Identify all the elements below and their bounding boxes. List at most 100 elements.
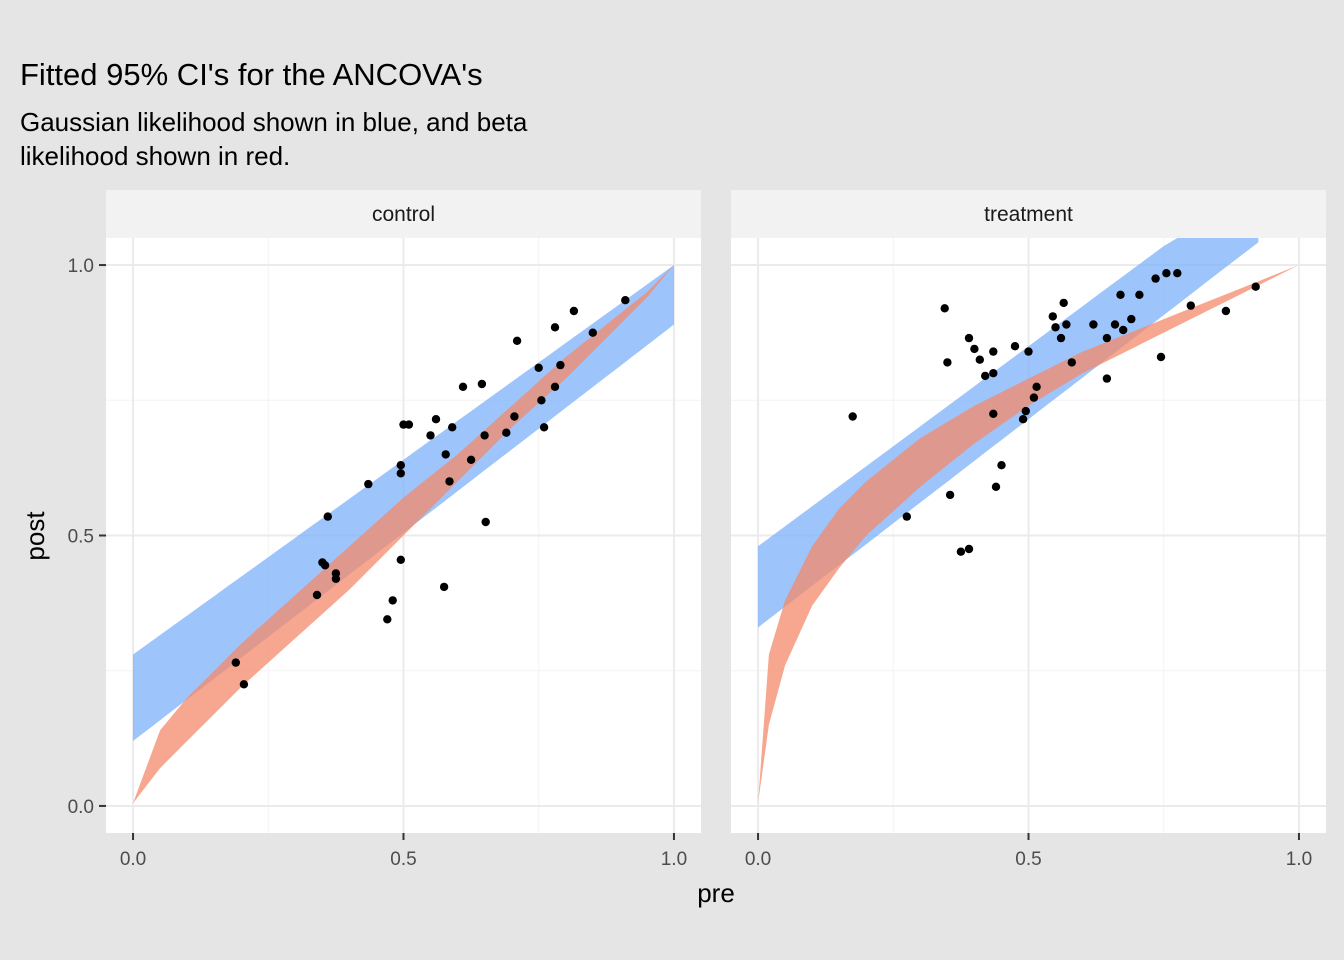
facet-treatment: treatment 0.0 0.5 1.0 (731, 190, 1326, 870)
data-point (1102, 333, 1112, 343)
data-point (426, 431, 435, 440)
data-point (569, 306, 579, 316)
facet-strip-label: treatment (984, 203, 1073, 226)
data-point (1089, 320, 1098, 329)
data-point (323, 512, 332, 521)
data-point (1116, 290, 1125, 299)
data-point (989, 369, 998, 378)
data-point (621, 296, 630, 305)
data-point (943, 358, 952, 367)
data-point (945, 490, 955, 500)
data-point (902, 512, 911, 521)
data-point (481, 517, 490, 527)
x-tick-label: 0.5 (390, 849, 416, 870)
x-axis: 0.0 0.5 1.0 (120, 833, 687, 870)
data-point (404, 420, 414, 429)
facet-strip-label: control (372, 203, 435, 226)
data-point (1067, 358, 1077, 367)
data-point (1119, 325, 1128, 335)
data-point (997, 461, 1006, 470)
data-point (439, 582, 449, 592)
data-point (1221, 306, 1231, 316)
data-point (1186, 301, 1196, 310)
chart-subtitle-line-1: Gaussian likelihood shown in blue, and b… (20, 107, 528, 137)
data-point (1151, 274, 1160, 283)
data-point (388, 596, 397, 605)
data-point (1162, 269, 1171, 278)
data-point (1127, 314, 1136, 324)
x-axis: 0.0 0.5 1.0 (745, 833, 1312, 870)
data-point (1024, 347, 1033, 356)
data-point (510, 412, 519, 421)
x-tick-label: 0.5 (1015, 849, 1041, 870)
data-point (466, 455, 476, 464)
data-point (1251, 282, 1260, 291)
data-point (1010, 342, 1020, 351)
data-point (991, 482, 1001, 491)
data-point (1018, 415, 1028, 424)
data-point (550, 382, 560, 391)
data-point (550, 323, 560, 332)
data-point (1156, 352, 1166, 362)
data-points (231, 296, 630, 689)
data-point (534, 363, 543, 372)
x-axis-title: pre (697, 878, 735, 908)
y-axis-title: post (20, 511, 50, 561)
data-point (331, 574, 341, 583)
data-point (364, 479, 373, 489)
data-point (1048, 312, 1058, 321)
data-point (441, 450, 450, 459)
data-point (383, 615, 392, 624)
x-tick-label: 0.0 (745, 849, 771, 870)
y-tick-label: 0.5 (68, 527, 94, 548)
data-point (556, 360, 565, 370)
x-tick-label: 1.0 (661, 849, 687, 870)
data-point (502, 428, 511, 437)
data-point (1032, 382, 1041, 391)
data-point (312, 590, 322, 600)
data-points (848, 269, 1260, 556)
beta-ci-band (758, 265, 1299, 804)
data-point (1102, 374, 1112, 383)
data-point (537, 396, 546, 405)
data-point (989, 409, 998, 418)
data-point (1021, 406, 1030, 416)
data-point (1029, 393, 1039, 402)
data-point (1051, 323, 1060, 332)
data-point (448, 423, 457, 432)
data-point (956, 547, 966, 556)
data-point (431, 415, 441, 424)
data-point (458, 382, 468, 391)
data-point (396, 555, 405, 564)
data-point (480, 431, 489, 440)
data-point (1062, 320, 1071, 329)
data-point (940, 304, 949, 313)
data-point (231, 658, 240, 667)
data-point (964, 544, 974, 554)
data-point (239, 680, 249, 689)
facet-control: control 0.0 0.5 1.0 0.0 0.5 1.0 (68, 190, 701, 870)
data-point (1056, 333, 1066, 343)
data-point (964, 333, 974, 343)
data-point (320, 561, 330, 570)
data-point (1110, 320, 1120, 329)
data-point (539, 423, 549, 432)
data-point (975, 355, 984, 364)
data-point (1173, 269, 1182, 278)
chart-subtitle-line-2: likelihood shown in red. (20, 141, 290, 171)
data-point (970, 344, 979, 354)
data-point (477, 379, 487, 389)
data-point (588, 328, 597, 337)
data-point (396, 461, 405, 470)
data-point (512, 336, 522, 345)
data-point (981, 371, 990, 381)
x-tick-label: 1.0 (1286, 849, 1312, 870)
y-axis: 0.0 0.5 1.0 (68, 256, 106, 818)
data-point (445, 477, 454, 486)
data-point (848, 412, 857, 421)
data-point (396, 469, 405, 478)
facet-strip (731, 190, 1326, 238)
facet-strip (106, 190, 701, 238)
chart-title: Fitted 95% CI's for the ANCOVA's (20, 57, 483, 92)
